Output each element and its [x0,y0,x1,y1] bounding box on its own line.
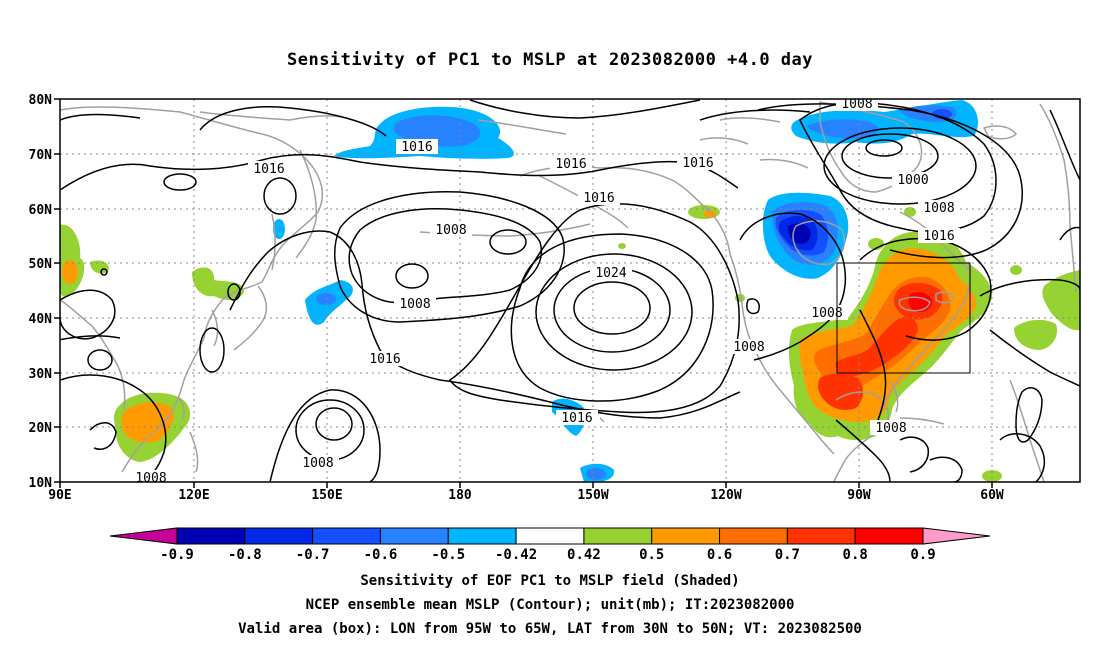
colorbar-segment [176,527,246,545]
contour-labels: 1016 1016 1016 1016 1008 1016 1008 1000 … [130,97,960,486]
lon-label: 60W [980,488,1004,503]
colorbar-segment [651,527,721,545]
colorbar-segment [854,527,924,545]
contour-label: 1016 [923,229,954,244]
contour-label: 1016 [561,411,592,426]
contour-label: 1008 [923,201,954,216]
lon-label: 90E [48,488,71,503]
caption-line-3: Valid area (box): LON from 95W to 65W, L… [238,621,862,637]
lat-label: 50N [29,257,53,272]
contour-label: 1008 [435,223,466,238]
colorbar-under-triangle [109,527,178,545]
caption-line-2: NCEP ensemble mean MSLP (Contour); unit(… [305,597,795,613]
lon-label: 90W [847,488,871,503]
colorbar-label: -0.9 [160,547,194,563]
lat-label: 80N [29,93,53,108]
lon-labels: 90E 120E 150E 180 150W 120W 90W 60W [48,488,1004,503]
caption-line-1: Sensitivity of EOF PC1 to MSLP field (Sh… [360,573,740,589]
colorbar-label: 0.6 [707,547,732,563]
contour-label: 1008 [811,306,842,321]
contour-label: 1016 [682,156,713,171]
contour-label: 1016 [369,352,400,367]
lon-label: 150W [577,488,608,503]
colorbar-segment [244,527,314,545]
lat-label: 20N [29,421,53,436]
colorbar-label: 0.8 [843,547,868,563]
valid-area-box [836,262,971,374]
colorbar-label: 0.7 [775,547,800,563]
lat-label: 70N [29,148,53,163]
contour-label: 1000 [897,173,928,188]
contour-label: 1016 [583,191,614,206]
lat-label: 60N [29,203,53,218]
colorbar-label: -0.6 [364,547,398,563]
lat-labels: 80N 70N 60N 50N 40N 30N 20N 10N [29,93,53,491]
map-frame [59,98,1081,483]
lon-label: 180 [448,488,472,503]
contour-label: 1008 [399,297,430,312]
lat-label: 10N [29,476,53,491]
colorbar-segment [786,527,856,545]
colorbar: -0.9 -0.8 -0.7 -0.6 -0.5 -0.42 0.42 0.5 0.6 0.7 0.… [109,527,991,563]
contour-label: 1008 [733,340,764,355]
lon-label: 120W [710,488,741,503]
lon-label: 120E [178,488,209,503]
axis-ticks [54,98,993,488]
contour-label: 1016 [253,162,284,177]
lat-label: 30N [29,367,53,382]
colorbar-over-triangle [922,527,991,545]
contour-label: 1008 [135,471,166,486]
lon-label: 150E [311,488,342,503]
colorbar-segment [447,527,517,545]
contour-label: 1016 [555,157,586,172]
colorbar-segment [312,527,381,545]
mslp-contours [60,99,1080,482]
contour-label: 1024 [595,266,626,281]
colorbar-segment [583,527,653,545]
colorbar-label: 0.5 [639,547,664,563]
colorbar-label: 0.9 [910,547,935,563]
colorbar-label: -0.7 [296,547,330,563]
colorbar-segment [719,527,788,545]
contour-label: 1008 [302,456,333,471]
contour-label: 1016 [401,140,432,155]
contour-label: 1008 [841,97,872,112]
colorbar-segment [379,527,449,545]
chart-title: Sensitivity of PC1 to MSLP at 2023082000… [286,50,813,70]
colorbar-label: -0.8 [228,547,262,563]
lat-label: 40N [29,312,53,327]
colorbar-segment [515,527,585,545]
colorbar-label: 0.42 [567,547,601,563]
colorbar-label: -0.5 [431,547,465,563]
contour-label: 1008 [875,421,906,436]
colorbar-label: -0.42 [495,547,537,563]
